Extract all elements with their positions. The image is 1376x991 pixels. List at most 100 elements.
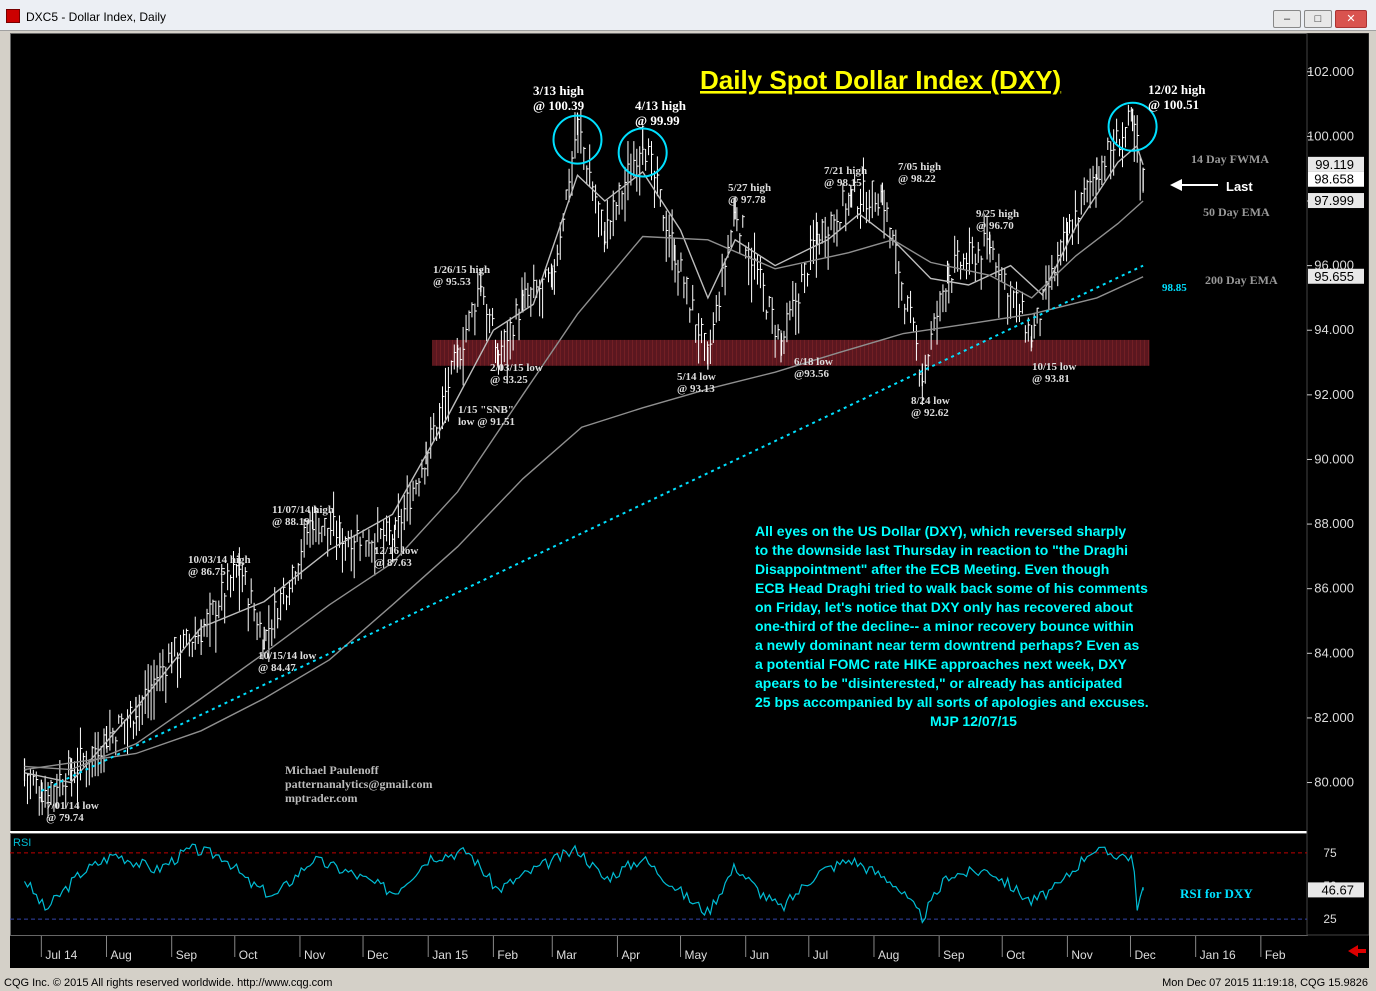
x-tick-label: Aug (111, 948, 132, 962)
x-tick-label: Nov (304, 948, 325, 962)
title-bar: DXC5 - Dollar Index, Daily – □ ✕ (0, 0, 1376, 31)
rsi-pane-border (10, 833, 1308, 936)
ma-line-200-day-ema (24, 276, 1144, 771)
annotation-label: 1/15 "SNB" (458, 404, 514, 416)
annotation-label: @ 98.22 (898, 173, 936, 185)
credit-line: Michael Paulenoff (285, 763, 380, 777)
x-tick-label: Oct (1006, 948, 1025, 962)
maximize-button[interactable]: □ (1304, 10, 1332, 28)
peak-circle (1107, 101, 1158, 152)
annotation-label: @ 86.75 (188, 566, 226, 578)
last-label: Last (1226, 179, 1253, 194)
time-axis (10, 936, 1369, 967)
annotation-label: @ 93.13 (677, 383, 715, 395)
price-pane-border (10, 33, 1308, 832)
y-tick-label: 100.000 (1307, 128, 1354, 143)
commentary-line: a potential FOMC rate HIKE approaches ne… (755, 656, 1128, 672)
annotation-label: 4/13 high (635, 98, 687, 113)
annotation-label: @ 84.47 (258, 662, 296, 674)
annotation-label: low @ 91.51 (458, 416, 515, 428)
y-tick-label: 90.000 (1314, 451, 1354, 466)
commentary-line: one-third of the decline-- a minor recov… (755, 618, 1134, 634)
commentary-line: on Friday, let's notice that DXY only ha… (755, 599, 1133, 615)
chart-area[interactable]: 102.000100.00098.00096.00094.00092.00090… (10, 33, 1369, 968)
annotation-label: 12/02 high (1148, 82, 1206, 97)
annotation-label: 7/21 high (824, 165, 867, 177)
credit-line: mptrader.com (285, 791, 358, 805)
x-tick-label: Sep (943, 948, 965, 962)
x-tick-label: Dec (1134, 948, 1155, 962)
peak-circle (617, 127, 668, 178)
y-tick-label: 84.000 (1314, 645, 1354, 660)
commentary-line: MJP 12/07/15 (930, 713, 1017, 729)
annotation-label: 5/14 low (677, 371, 716, 383)
annotation-label: 7/01/14 low (46, 800, 99, 812)
x-tick-label: Nov (1071, 948, 1092, 962)
annotation-label: @ 100.51 (1148, 97, 1199, 112)
x-tick-label: Mar (556, 948, 577, 962)
rsi-y-tick: 25 (1323, 912, 1337, 926)
annotation-label: @ 99.99 (635, 113, 680, 128)
annotation-label: 1/26/15 high (433, 264, 490, 276)
window-title: DXC5 - Dollar Index, Daily (26, 10, 167, 24)
ma-value: 99.119 (1315, 157, 1354, 172)
annotation-label: 6/18 low (794, 356, 833, 368)
commentary-line: to the downside last Thursday in reactio… (755, 542, 1128, 558)
rsi-panel-label: RSI (13, 837, 31, 849)
annotation-label: @ 93.25 (490, 374, 528, 386)
scroll-left-icon (1348, 945, 1366, 957)
status-timestamp: Mon Dec 07 2015 11:19:18, CQG 15.9826 (1162, 977, 1368, 989)
y-tick-label: 86.000 (1314, 581, 1354, 596)
chart-title: Daily Spot Dollar Index (DXY) (700, 65, 1061, 95)
ma-value-box (1308, 268, 1364, 284)
x-tick-label: Jan 15 (432, 948, 468, 962)
ma-value: 97.999 (1314, 193, 1354, 208)
commentary-line: a newly dominant near term downtrend per… (755, 637, 1140, 653)
x-tick-label: Oct (239, 948, 258, 962)
dxy-chart: 102.000100.00098.00096.00094.00092.00090… (10, 33, 1369, 967)
x-tick-label: Feb (1265, 948, 1286, 962)
ma-label: 200 Day EMA (1205, 273, 1278, 287)
rsi-label: RSI for DXY (1180, 886, 1253, 901)
trendline (40, 264, 1144, 792)
annotation-label: @93.56 (794, 368, 829, 380)
x-tick-label: Jul 14 (45, 948, 77, 962)
close-button[interactable]: ✕ (1335, 10, 1367, 28)
y-tick-label: 102.000 (1307, 64, 1354, 79)
annotation-label: 2/03/15 low (490, 362, 543, 374)
status-bar: CQG Inc. © 2015 All rights reserved worl… (0, 976, 1376, 991)
x-tick-label: Jan 16 (1200, 948, 1236, 962)
last-arrow-head (1170, 179, 1182, 191)
annotation-label: @ 88.19 (272, 516, 310, 528)
ema200-callout: 98.85 (1162, 282, 1187, 294)
annotation-label: 10/15/14 low (258, 650, 316, 662)
minimize-button[interactable]: – (1273, 10, 1301, 28)
x-tick-label: Aug (878, 948, 899, 962)
ma-line-50-day-ema (24, 200, 1144, 771)
last-value: 98.658 (1314, 172, 1354, 187)
annotation-label: 11/07/14 high (272, 504, 334, 516)
annotation-label: @ 93.81 (1032, 373, 1070, 385)
ma-label: 50 Day EMA (1203, 205, 1270, 219)
annotation-label: 8/24 low (911, 395, 950, 407)
commentary-line: ECB Head Draghi tried to walk back some … (755, 580, 1148, 596)
y-tick-label: 94.000 (1314, 322, 1354, 337)
annotation-label: 10/15 low (1032, 361, 1076, 373)
x-tick-label: Apr (621, 948, 640, 962)
x-tick-label: Dec (367, 948, 388, 962)
x-tick-label: Feb (497, 948, 518, 962)
ma-line-14-day-fwma (24, 144, 1144, 784)
annotation-label: 5/27 high (728, 182, 771, 194)
annotation-label: @ 98.15 (824, 177, 862, 189)
rsi-value: 46.67 (1321, 882, 1354, 897)
rsi-line (23, 843, 1144, 924)
rsi-y-tick: 75 (1323, 846, 1337, 860)
commentary-line: apears to be "disinterested," or already… (755, 675, 1122, 691)
ma-label: 14 Day FWMA (1191, 152, 1269, 166)
last-value-box (1308, 171, 1364, 187)
annotation-label: @ 87.63 (374, 557, 412, 569)
y-tick-label: 80.000 (1314, 775, 1354, 790)
rsi-value-box (1308, 882, 1364, 898)
annotation-label: 3/13 high (533, 83, 585, 98)
credit-line: patternanalytics@gmail.com (285, 777, 432, 791)
